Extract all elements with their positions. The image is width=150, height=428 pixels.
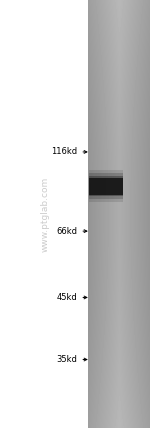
- Text: 116kd: 116kd: [51, 147, 77, 157]
- Bar: [89, 178, 123, 195]
- Text: 35kd: 35kd: [56, 355, 77, 364]
- Text: 66kd: 66kd: [56, 226, 77, 236]
- Text: www.ptglab.com: www.ptglab.com: [40, 176, 50, 252]
- Bar: [89, 173, 123, 199]
- Bar: [89, 176, 123, 196]
- Text: 45kd: 45kd: [57, 293, 77, 302]
- Bar: [89, 170, 123, 202]
